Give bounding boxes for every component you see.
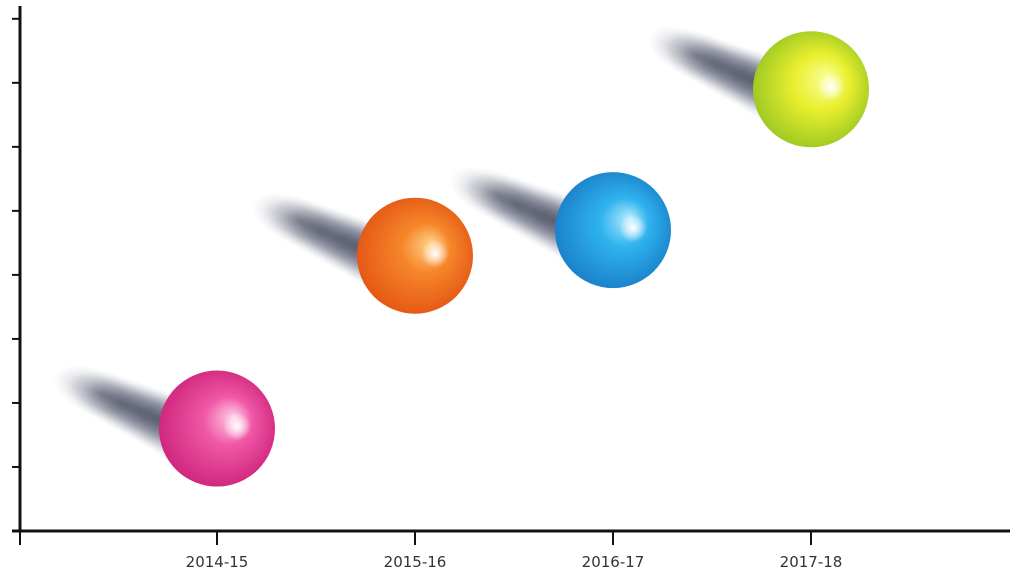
x-tick-label: 2014-15 <box>186 553 249 571</box>
balls-layer <box>159 31 869 487</box>
data-point-ball <box>357 197 473 314</box>
x-tick-label: 2015-16 <box>384 553 447 571</box>
x-tick-label: 2016-17 <box>582 553 645 571</box>
ball-highlight <box>223 412 251 441</box>
axes <box>12 6 1010 533</box>
ball-highlight <box>817 73 845 102</box>
x-tick-label: 2017-18 <box>780 553 843 571</box>
data-point-ball <box>159 370 275 487</box>
ball-highlight <box>619 214 647 243</box>
data-point-ball <box>753 31 869 148</box>
y-ticks <box>12 17 20 468</box>
data-point-ball <box>555 172 671 289</box>
ball-highlight <box>421 239 449 268</box>
x-ticks: 2014-15 2015-16 2016-17 2017-18 <box>19 531 843 571</box>
